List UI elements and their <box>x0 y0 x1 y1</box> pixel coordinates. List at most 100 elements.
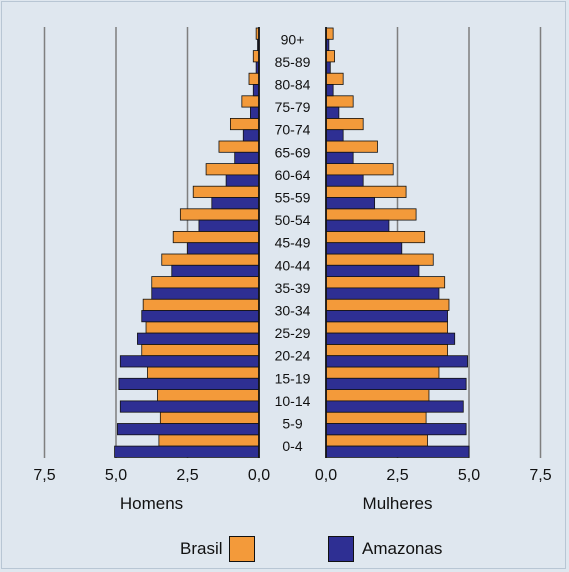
tick-label-right-1: 2,5 <box>386 467 408 484</box>
bar-right-brasil-5 <box>325 140 378 153</box>
tick-label-left-1: 5,0 <box>105 467 127 484</box>
category-label-6: 60-64 <box>275 167 311 183</box>
bar-right-amazonas-18 <box>325 445 470 458</box>
bar-right-brasil-6 <box>325 163 394 176</box>
bar-right-brasil-15 <box>325 366 440 379</box>
bar-right-amazonas-12 <box>325 310 448 323</box>
bar-left-brasil-18 <box>158 434 260 447</box>
bar-right-amazonas-2 <box>325 84 334 97</box>
bar-right-brasil-2 <box>325 72 344 85</box>
legend-swatch-brasil <box>228 536 255 562</box>
bar-right-brasil-9 <box>325 230 426 244</box>
bar-right-brasil-1 <box>325 50 335 63</box>
tick-label-left-0: 7,5 <box>33 467 55 484</box>
tick-label-left-3: 0,0 <box>248 467 270 484</box>
bar-left-amazonas-11 <box>151 287 260 300</box>
bar-left-brasil-3 <box>241 95 260 108</box>
bar-right-brasil-0 <box>325 27 334 40</box>
category-label-18: 0-4 <box>282 438 302 454</box>
bar-left-brasil-9 <box>172 230 260 244</box>
category-label-2: 80-84 <box>275 77 311 93</box>
tick-label-left-2: 2,5 <box>176 467 198 484</box>
category-label-10: 40-44 <box>275 257 311 273</box>
bar-right-amazonas-6 <box>325 174 364 187</box>
bar-right-amazonas-16 <box>325 400 464 413</box>
bar-right-brasil-8 <box>325 208 417 221</box>
bar-right-amazonas-3 <box>325 106 340 119</box>
bar-right-brasil-18 <box>325 434 428 447</box>
bar-right-brasil-13 <box>325 321 448 334</box>
bar-left-brasil-2 <box>248 72 260 85</box>
bar-right-amazonas-5 <box>325 151 354 165</box>
bar-right-brasil-17 <box>325 411 427 424</box>
bar-left-brasil-11 <box>151 276 260 289</box>
bar-left-amazonas-13 <box>137 332 260 345</box>
bar-left-amazonas-4 <box>242 129 260 142</box>
bar-left-brasil-5 <box>218 140 260 153</box>
bar-left-amazonas-8 <box>198 219 260 232</box>
bar-left-brasil-12 <box>142 298 260 311</box>
bar-right-brasil-7 <box>325 185 407 198</box>
bar-left-amazonas-3 <box>250 106 260 119</box>
category-label-15: 15-19 <box>275 370 311 386</box>
legend-item-amazonas: Amazonas <box>328 534 442 564</box>
bar-right-brasil-12 <box>325 298 450 311</box>
bar-left-brasil-8 <box>179 208 260 221</box>
bar-left-brasil-17 <box>159 411 260 424</box>
bar-left-amazonas-5 <box>234 151 260 165</box>
bar-left-brasil-7 <box>192 185 260 198</box>
tick-label-right-0: 0,0 <box>315 467 337 484</box>
bar-left-amazonas-6 <box>225 174 260 187</box>
bar-left-brasil-10 <box>161 253 260 266</box>
bar-right-brasil-11 <box>325 276 446 289</box>
legend-label-amazonas: Amazonas <box>362 539 443 558</box>
category-label-0: 90+ <box>281 31 305 47</box>
bar-right-brasil-16 <box>325 389 430 402</box>
bar-left-brasil-15 <box>147 366 260 379</box>
legend-label-brasil: Brasil <box>180 539 223 558</box>
category-label-13: 25-29 <box>275 325 311 341</box>
bar-right-amazonas-15 <box>325 377 467 390</box>
bar-right-amazonas-11 <box>325 287 440 300</box>
category-label-7: 55-59 <box>275 190 311 206</box>
bar-left-amazonas-12 <box>141 310 260 323</box>
bar-left-brasil-13 <box>145 321 260 334</box>
bar-right-brasil-4 <box>325 118 364 131</box>
bar-right-amazonas-9 <box>325 242 403 255</box>
category-label-12: 30-34 <box>275 303 311 319</box>
bar-left-brasil-4 <box>229 118 260 131</box>
bar-right-amazonas-13 <box>325 332 456 345</box>
tick-label-right-3: 7,5 <box>529 467 551 484</box>
bar-left-amazonas-9 <box>187 242 260 255</box>
category-label-11: 35-39 <box>275 280 311 296</box>
panel-label-right: Mulheres <box>363 494 433 513</box>
category-label-3: 75-79 <box>275 99 311 115</box>
bar-right-brasil-3 <box>325 95 354 108</box>
bar-left-amazonas-10 <box>171 264 260 277</box>
bar-left-amazonas-7 <box>211 197 260 210</box>
legend-swatch-amazonas <box>328 536 354 562</box>
bar-left-amazonas-18 <box>114 445 260 458</box>
category-label-1: 85-89 <box>275 54 311 70</box>
category-label-8: 50-54 <box>275 212 311 228</box>
bar-left-amazonas-16 <box>119 400 260 413</box>
bar-left-amazonas-15 <box>118 377 260 390</box>
bar-right-amazonas-17 <box>325 423 467 436</box>
category-label-16: 10-14 <box>275 393 311 409</box>
panel-label-left: Homens <box>120 494 183 513</box>
category-label-14: 20-24 <box>275 348 311 364</box>
category-label-9: 45-49 <box>275 235 311 251</box>
bar-left-brasil-6 <box>205 163 260 176</box>
bar-left-brasil-16 <box>157 389 260 402</box>
bar-right-amazonas-14 <box>325 355 468 368</box>
bar-right-brasil-10 <box>325 253 434 266</box>
bar-right-amazonas-10 <box>325 264 420 277</box>
bar-right-brasil-14 <box>325 343 448 357</box>
bar-right-amazonas-4 <box>325 129 344 142</box>
bar-left-amazonas-14 <box>119 355 260 368</box>
bar-left-brasil-14 <box>141 343 260 357</box>
category-label-5: 65-69 <box>275 144 311 160</box>
legend-item-brasil: Brasil <box>180 534 255 564</box>
